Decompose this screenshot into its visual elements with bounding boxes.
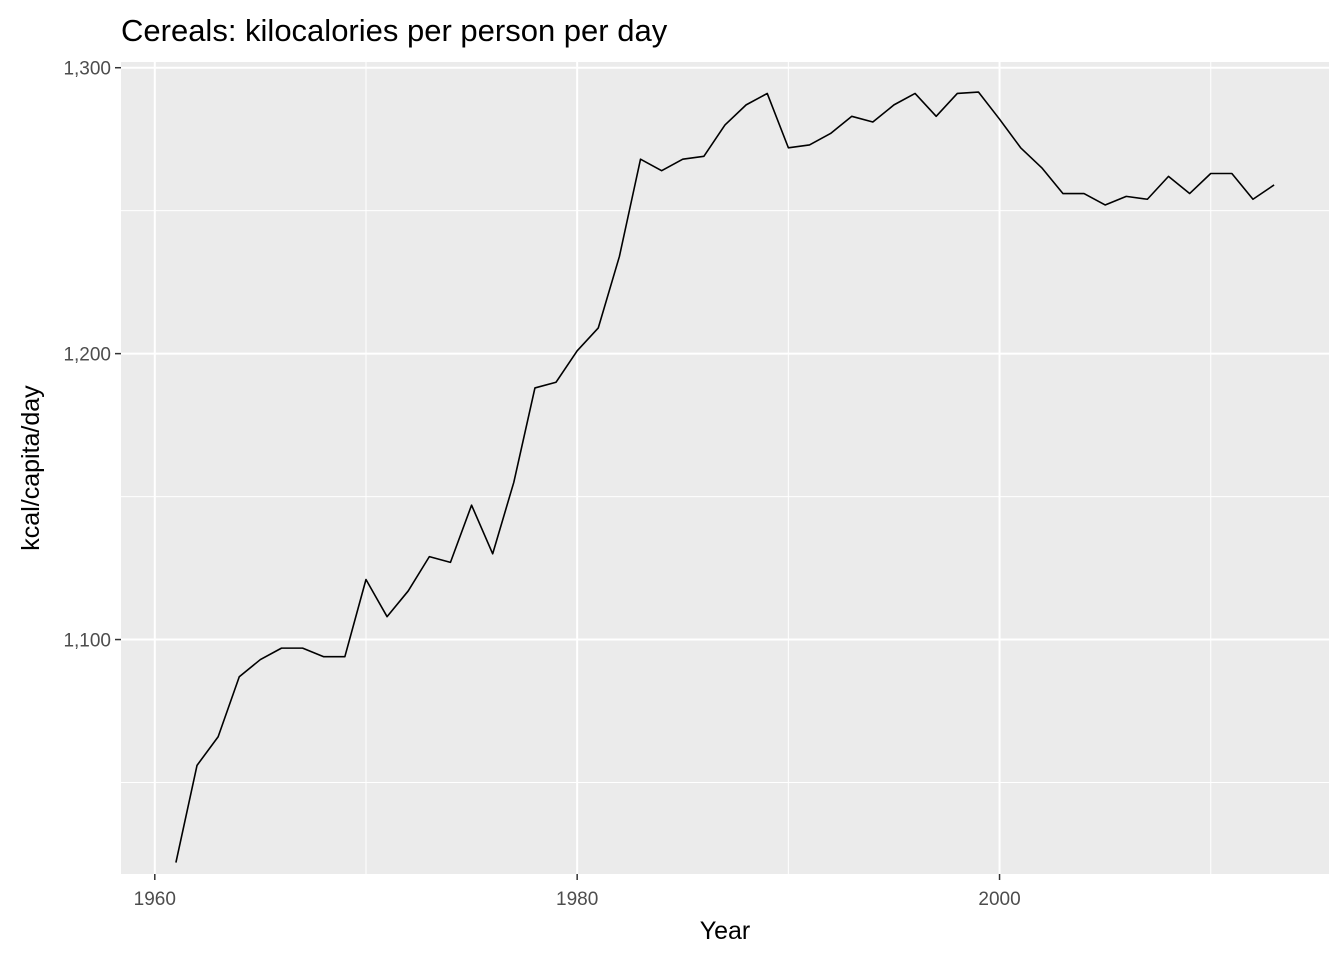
x-axis: 1960 1980 2000 <box>134 874 1021 910</box>
y-axis-title: kcal/capita/day <box>17 385 45 551</box>
data-series-line <box>175 91 1275 863</box>
y-tick-label: 1,200 <box>63 345 111 366</box>
y-axis: 1,100 1,200 1,300 <box>63 59 121 652</box>
x-tick-label: 2000 <box>978 889 1020 910</box>
plot-panel <box>121 62 1329 874</box>
grid-lines <box>121 62 1329 874</box>
x-tick-label: 1960 <box>134 889 176 910</box>
y-tick-label: 1,300 <box>63 59 111 80</box>
y-tick-label: 1,100 <box>63 631 111 652</box>
x-tick-label: 1980 <box>556 889 598 910</box>
chart-title: Cereals: kilocalories per person per day <box>121 13 668 48</box>
x-axis-title: Year <box>700 917 751 945</box>
